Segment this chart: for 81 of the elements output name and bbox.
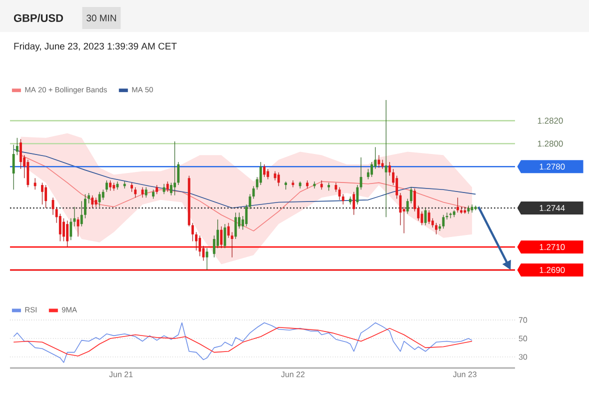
candlestick [266,168,270,180]
candlestick [170,182,172,196]
text: Friday, June 23, 2023 1:39:39 AM CET [14,42,177,52]
y-tick-label: 1.2710 [540,244,565,250]
candlestick [320,180,323,190]
candlestick [313,181,316,189]
candlestick [41,182,44,205]
candlestick [70,218,72,240]
candlestick [174,141,176,196]
candlestick [134,186,137,198]
candlestick [156,184,158,194]
candlestick [420,211,424,226]
candlestick [62,218,65,242]
candlestick [44,184,48,208]
candlestick [26,159,30,188]
candlestick [84,194,86,219]
line-series [13,326,472,356]
candlestick [195,232,198,251]
candlestick [446,212,448,220]
candlestick [224,224,226,248]
candlestick [16,138,18,156]
candlestick [435,222,438,235]
candlestick [442,214,445,229]
candlestick [292,180,294,188]
candlestick [384,100,388,218]
y-tick-label: 1.2744 [540,205,565,211]
candlestick [378,154,380,168]
y-tick-label: 1.2820 [538,118,563,124]
candlestick [98,192,101,208]
candlestick [230,232,234,258]
candlestick [20,138,22,170]
y-tick-label: 1.2780 [540,164,565,170]
y-tick-label: 1.2800 [538,140,563,147]
candlestick [342,194,344,205]
candlestick [428,210,430,224]
candlestick [277,172,280,186]
candlestick [12,144,15,190]
candlestick [259,162,262,186]
candlestick [396,176,398,200]
candlestick [80,200,83,227]
line-series [13,322,472,363]
candlestick [234,212,237,240]
candlestick [66,220,69,248]
candlestick [245,204,248,227]
candlestick [76,216,80,237]
candlestick [144,186,148,198]
candlestick [220,226,223,248]
candlestick [105,180,108,192]
candlestick [406,198,409,214]
candlestick [130,182,133,192]
chart-title: GBP/USD [14,14,63,22]
candlestick [88,192,90,204]
candlestick [109,180,112,192]
candlestick [152,189,154,200]
candlestick [102,189,104,200]
candlestick [94,197,98,208]
candlestick [399,192,402,226]
candlestick [34,178,36,190]
candlestick [166,181,169,192]
candlestick [198,235,202,257]
candlestick [274,170,276,181]
candlestick [388,162,391,176]
candlestick [449,212,452,219]
candlestick [356,184,359,205]
candlestick [366,168,370,180]
candlestick [116,181,119,190]
candlestick [191,222,194,242]
chart-subtitle: 30 MIN [86,14,116,22]
candlestick [252,186,255,200]
candlestick [467,205,470,214]
candlestick [91,195,94,208]
candlestick [334,182,338,192]
candlestick [470,204,474,213]
y-tick-label: 1.2690 [540,267,565,273]
candlestick [352,192,356,216]
candlestick [58,213,62,242]
candlestick [410,186,412,204]
candlestick [370,162,373,178]
candlestick [177,162,180,186]
candlestick [263,164,266,178]
candlestick [456,197,459,213]
